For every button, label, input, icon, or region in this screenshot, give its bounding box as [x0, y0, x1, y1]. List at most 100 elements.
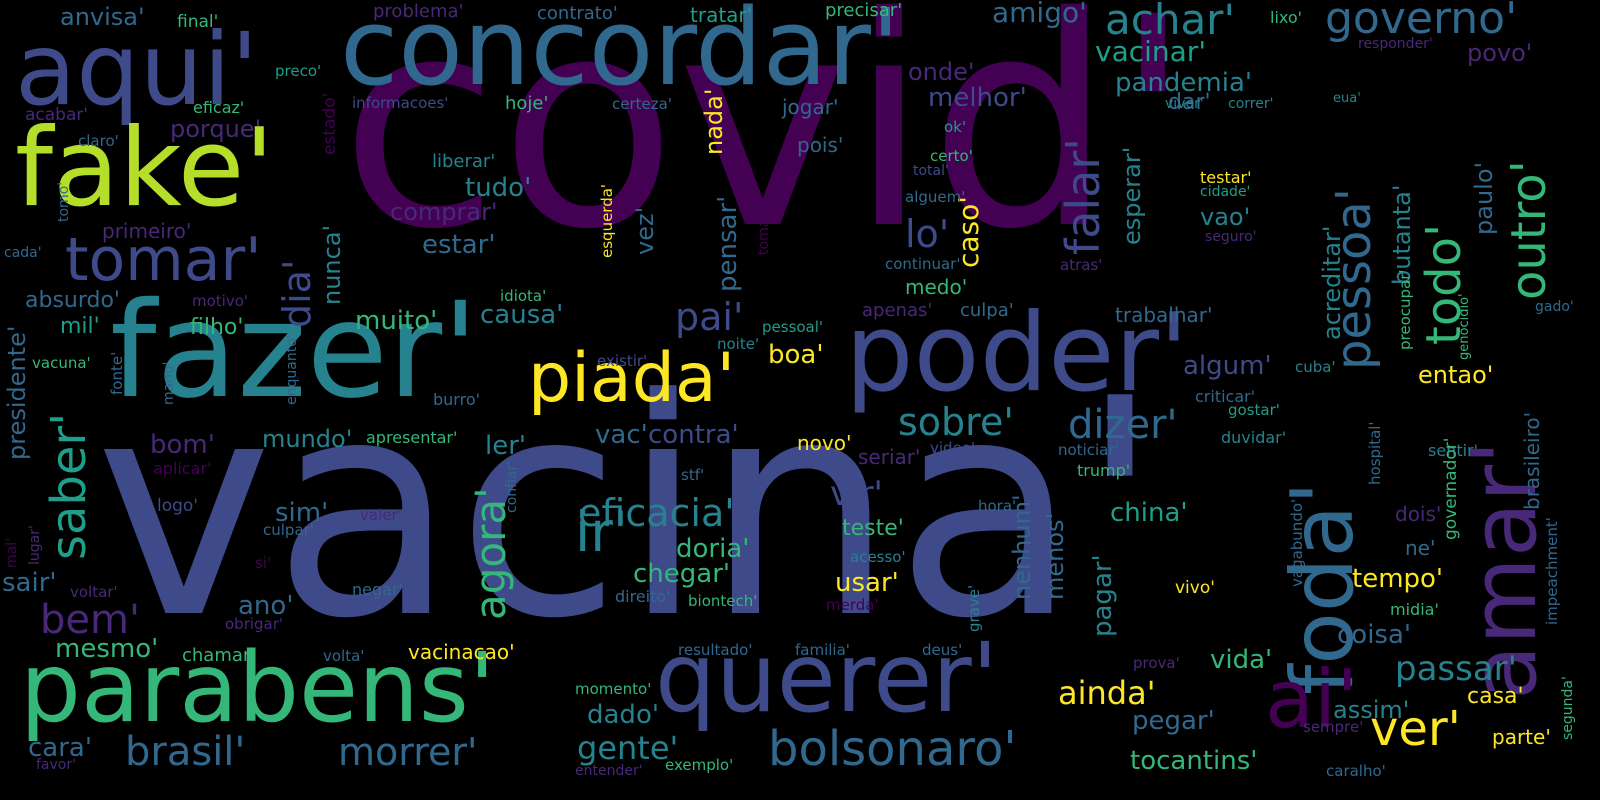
- word-mal: mal': [4, 538, 20, 568]
- word-concordar: concordar': [340, 0, 901, 109]
- word-fake: fake': [15, 106, 275, 231]
- word-segunda: segunda': [1560, 676, 1576, 740]
- word-covid: covid': [340, 0, 1193, 293]
- word-culpa: culpa': [960, 300, 1014, 321]
- word-eficaz: eficaz': [193, 98, 245, 117]
- word-vir: vir': [830, 474, 883, 514]
- word-poder: poder': [845, 291, 1189, 416]
- word-saber: saber': [41, 412, 97, 560]
- word-tudo: tudo': [465, 173, 532, 203]
- word-familia: familia': [795, 641, 850, 659]
- word-anvisa: anvisa': [60, 3, 145, 31]
- word-continuar: continuar': [885, 255, 961, 273]
- word-parte: parte': [1492, 725, 1551, 749]
- word-nada: nada': [700, 88, 728, 155]
- word-pessoal: pessoal': [762, 318, 824, 336]
- word-obrigar: obrigar': [225, 615, 284, 633]
- word-usar: usar': [835, 568, 899, 598]
- word-chegar: chegar': [633, 559, 731, 589]
- word-povo: povo': [1467, 39, 1533, 67]
- word-onde: onde': [908, 58, 975, 86]
- word-china: china': [1110, 498, 1188, 528]
- word-vacina: vacina': [95, 335, 1162, 684]
- word-valer: valer': [360, 506, 402, 524]
- word-entender: entender': [575, 763, 643, 779]
- word-gado: gado': [1535, 299, 1574, 315]
- word-ler: ler': [485, 431, 527, 461]
- word-responder: responder': [1358, 36, 1433, 52]
- word-brasil: brasil': [125, 729, 246, 775]
- word-comprar: comprar': [390, 198, 498, 226]
- word-caralho: caralho': [1326, 762, 1386, 780]
- word-eua: eua': [1333, 91, 1361, 106]
- word-vida: vida': [1210, 645, 1273, 675]
- word-informacoes: informacoes': [352, 94, 449, 112]
- word-querer: querer': [655, 622, 999, 734]
- word-exemplo: exemplo': [665, 756, 734, 774]
- word-dar: dar': [1168, 90, 1211, 115]
- word-toma: toma': [756, 214, 772, 255]
- word-eficacia: eficacia': [578, 491, 735, 535]
- word-ver: ver': [1370, 701, 1461, 757]
- word-melhor: melhor': [928, 83, 1027, 113]
- word-piada: piada': [528, 339, 736, 418]
- word-tomar: tomar': [65, 225, 262, 295]
- word-hoje: hoje': [505, 93, 549, 114]
- word-vivo: vivo': [1175, 578, 1215, 598]
- word-preocupar: preocupar': [1396, 269, 1414, 350]
- word-fazer: fazer': [110, 274, 479, 428]
- word-dia: dia': [275, 259, 319, 328]
- word-coisa: coisa': [1337, 620, 1412, 650]
- word-estado: estado': [320, 92, 340, 155]
- word-pai: pai': [675, 295, 744, 339]
- word-voltar: voltar': [70, 583, 118, 601]
- word-esquerda: esquerda': [598, 183, 616, 258]
- word-liberar: liberar': [432, 151, 496, 172]
- word-seguro: seguro': [1205, 229, 1257, 245]
- word-criticar: criticar': [1195, 387, 1256, 406]
- word-total: total': [913, 163, 949, 179]
- word-gostar: gostar': [1228, 401, 1280, 419]
- word-outro: outro': [1501, 160, 1557, 300]
- word-tratar: tratar': [690, 3, 753, 27]
- word-pegar: pegar': [1132, 706, 1215, 736]
- word-vacinacao: vacinacao': [408, 640, 515, 664]
- word-sempre: sempre': [1303, 718, 1364, 736]
- word-impeachment: impeachment': [1543, 517, 1561, 625]
- word-primeiro: primeiro': [102, 219, 192, 243]
- word-pagar: pagar': [1088, 554, 1118, 637]
- word-sentir: sentir': [1428, 441, 1479, 460]
- word-esperar: esperar': [1118, 146, 1146, 245]
- word-presidente: presidente': [3, 325, 31, 461]
- word-algum: algum': [1183, 351, 1272, 381]
- word-apresentar: apresentar': [366, 428, 458, 447]
- word-hora: hora': [978, 497, 1017, 515]
- word-logo: logo': [157, 496, 198, 516]
- word-entao: entao': [1418, 361, 1494, 389]
- word-parabens: parabens': [20, 632, 496, 744]
- word-correr: correr': [1228, 96, 1274, 112]
- word-vac: vac': [595, 420, 648, 450]
- word-tempo: tempo': [1352, 564, 1444, 594]
- word-teste: teste': [842, 516, 904, 541]
- word-culpar: culpar': [263, 521, 314, 539]
- word-problema: problema': [373, 1, 464, 22]
- word-acesso: acesso': [850, 548, 906, 566]
- word-paulo: paulo': [1470, 161, 1498, 235]
- word-atras: atras': [1060, 256, 1103, 274]
- word-final: final': [177, 12, 219, 32]
- word-noite: noite': [717, 335, 760, 353]
- word-vez: vez': [631, 206, 659, 255]
- word-cara: cara': [28, 733, 92, 763]
- word-enquanto: enquanto': [284, 334, 300, 405]
- word-governador: governador': [1441, 437, 1461, 540]
- word-ir: ir': [575, 500, 629, 564]
- word-porque: porque': [170, 115, 262, 143]
- word-dado: dado': [587, 700, 659, 730]
- word-tomo: tomo': [56, 181, 72, 222]
- word-filho: filho': [190, 315, 244, 340]
- word-jogar: jogar': [782, 95, 839, 119]
- word-direito: direito': [615, 587, 671, 606]
- word-mano: mano': [161, 361, 177, 405]
- word-duvidar: duvidar': [1221, 428, 1287, 447]
